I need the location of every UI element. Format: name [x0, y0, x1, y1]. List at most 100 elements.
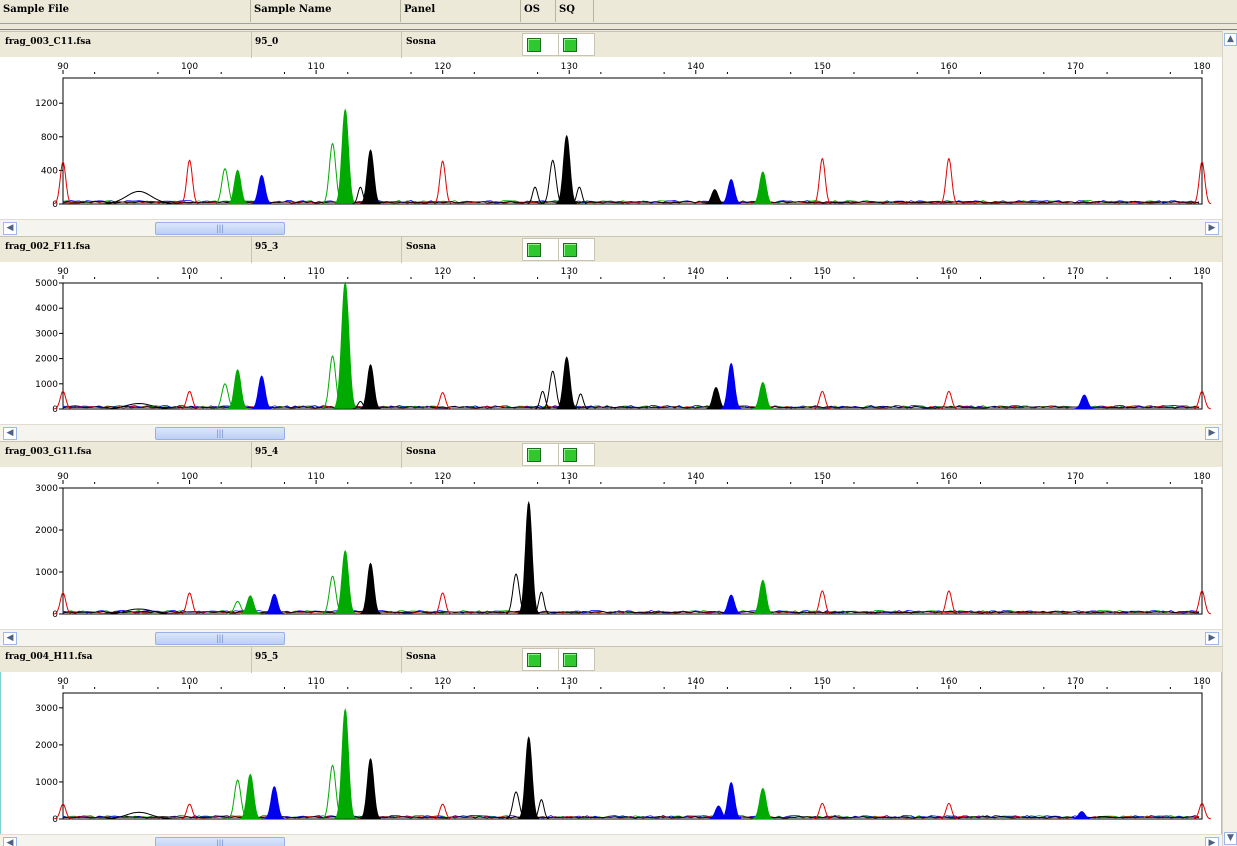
sample-info-row[interactable]: frag_004_H11.fsa 95_5 Sosna: [0, 646, 1222, 673]
peak[interactable]: [1192, 590, 1212, 615]
peak[interactable]: [54, 592, 72, 615]
scroll-down-icon[interactable]: ▼: [1224, 832, 1237, 845]
scroll-left-icon[interactable]: ◀: [3, 837, 17, 846]
peak[interactable]: [240, 595, 261, 615]
peak[interactable]: [433, 392, 452, 410]
os-status-cell[interactable]: [522, 443, 559, 466]
peak[interactable]: [334, 549, 356, 615]
peak[interactable]: [1071, 811, 1092, 820]
sample-panel[interactable]: frag_003_C11.fsa 95_0 Sosna 90 100 110 120 130 1…: [0, 31, 1222, 236]
sq-status-cell[interactable]: [558, 648, 595, 671]
peak[interactable]: [180, 159, 199, 205]
peak[interactable]: [251, 375, 272, 410]
peak[interactable]: [360, 757, 381, 820]
peak[interactable]: [1192, 161, 1212, 205]
peak[interactable]: [251, 174, 272, 205]
sample-panel[interactable]: frag_004_H11.fsa 95_5 Sosna 90 100 110 120 130 1…: [0, 646, 1222, 846]
peak[interactable]: [534, 390, 551, 410]
peak[interactable]: [533, 591, 550, 615]
column-header-panel[interactable]: Panel: [401, 0, 521, 22]
peak[interactable]: [360, 562, 381, 615]
sample-panel[interactable]: frag_003_G11.fsa 95_4 Sosna 90 100 110 120 130 1…: [0, 441, 1222, 646]
scroll-right-icon[interactable]: ▶: [1205, 632, 1219, 645]
scroll-thumb[interactable]: |||: [155, 837, 285, 846]
peak[interactable]: [1193, 802, 1211, 820]
sample-info-row[interactable]: frag_002_F11.fsa 95_3 Sosna: [0, 236, 1222, 263]
peak[interactable]: [360, 149, 381, 205]
horizontal-scrollbar[interactable]: ◀ ||| ▶: [0, 219, 1222, 236]
sq-status-cell[interactable]: [558, 443, 595, 466]
sq-status-cell[interactable]: [558, 238, 595, 261]
column-header-os[interactable]: OS: [521, 0, 556, 22]
column-header-sample-file[interactable]: Sample File: [0, 0, 251, 22]
horizontal-scrollbar[interactable]: ◀ ||| ▶: [0, 629, 1222, 646]
peak[interactable]: [752, 171, 774, 205]
peak[interactable]: [517, 500, 541, 614]
sample-info-row[interactable]: frag_003_G11.fsa 95_4 Sosna: [0, 441, 1222, 468]
peak[interactable]: [939, 157, 958, 205]
electropherogram-plot[interactable]: 90 100 110 120 130 140 150 160 170 180 0 1000 2000 30…: [0, 672, 1222, 834]
sq-status-cell[interactable]: [558, 33, 595, 56]
peak[interactable]: [571, 186, 588, 205]
peak[interactable]: [333, 108, 357, 204]
peak[interactable]: [264, 786, 285, 820]
sample-panel[interactable]: frag_002_F11.fsa 95_3 Sosna 90 100 110 120 130 1…: [0, 236, 1222, 441]
peak[interactable]: [180, 390, 199, 410]
scroll-right-icon[interactable]: ▶: [1205, 837, 1219, 846]
peak[interactable]: [752, 787, 774, 820]
column-header-sample-name[interactable]: Sample Name: [251, 0, 401, 22]
peak[interactable]: [813, 157, 832, 205]
scroll-thumb[interactable]: |||: [155, 632, 285, 645]
peak[interactable]: [1074, 394, 1095, 410]
peak[interactable]: [533, 799, 550, 820]
peak[interactable]: [98, 608, 180, 615]
os-status-icon[interactable]: [527, 243, 541, 257]
os-status-cell[interactable]: [522, 238, 559, 261]
horizontal-scrollbar[interactable]: ◀ ||| ▶: [0, 424, 1222, 441]
peak[interactable]: [360, 364, 381, 410]
os-status-icon[interactable]: [527, 448, 541, 462]
peak[interactable]: [704, 189, 725, 205]
peak[interactable]: [180, 592, 199, 615]
scroll-thumb[interactable]: |||: [155, 222, 285, 235]
peak[interactable]: [433, 592, 452, 615]
peak[interactable]: [433, 803, 452, 820]
peak[interactable]: [556, 356, 578, 410]
electropherogram-plot[interactable]: 90 100 110 120 130 140 150 160 170 180 0 1000 2000 30…: [0, 262, 1222, 424]
sq-status-icon[interactable]: [563, 243, 577, 257]
peak[interactable]: [98, 811, 180, 820]
peak[interactable]: [54, 390, 72, 410]
peak[interactable]: [813, 590, 832, 615]
os-status-cell[interactable]: [522, 33, 559, 56]
sq-status-icon[interactable]: [563, 653, 577, 667]
peak[interactable]: [572, 393, 589, 410]
peak[interactable]: [720, 362, 742, 410]
scroll-up-icon[interactable]: ▲: [1224, 33, 1237, 46]
peak[interactable]: [98, 402, 180, 410]
os-status-icon[interactable]: [527, 38, 541, 52]
electropherogram-plot[interactable]: 90 100 110 120 130 140 150 160 170 180 0 1000 2000 30…: [0, 467, 1222, 629]
peak[interactable]: [752, 579, 774, 615]
peak[interactable]: [264, 593, 285, 615]
peak[interactable]: [752, 381, 774, 410]
peak[interactable]: [720, 178, 742, 205]
peak[interactable]: [939, 802, 958, 820]
scroll-right-icon[interactable]: ▶: [1205, 427, 1219, 440]
peak[interactable]: [98, 190, 180, 205]
peak[interactable]: [721, 594, 742, 615]
peak[interactable]: [333, 708, 357, 819]
peak[interactable]: [54, 803, 72, 820]
peak[interactable]: [939, 590, 958, 615]
os-status-cell[interactable]: [522, 648, 559, 671]
vertical-scrollbar[interactable]: ▲ ▼: [1222, 31, 1237, 846]
peak[interactable]: [516, 736, 541, 819]
peak[interactable]: [813, 390, 832, 410]
peak[interactable]: [53, 161, 73, 205]
scroll-right-icon[interactable]: ▶: [1205, 222, 1219, 235]
peak[interactable]: [227, 369, 248, 410]
peak[interactable]: [332, 281, 359, 409]
peak[interactable]: [554, 134, 579, 205]
peak[interactable]: [433, 160, 452, 205]
peak[interactable]: [180, 803, 199, 820]
sq-status-icon[interactable]: [563, 38, 577, 52]
